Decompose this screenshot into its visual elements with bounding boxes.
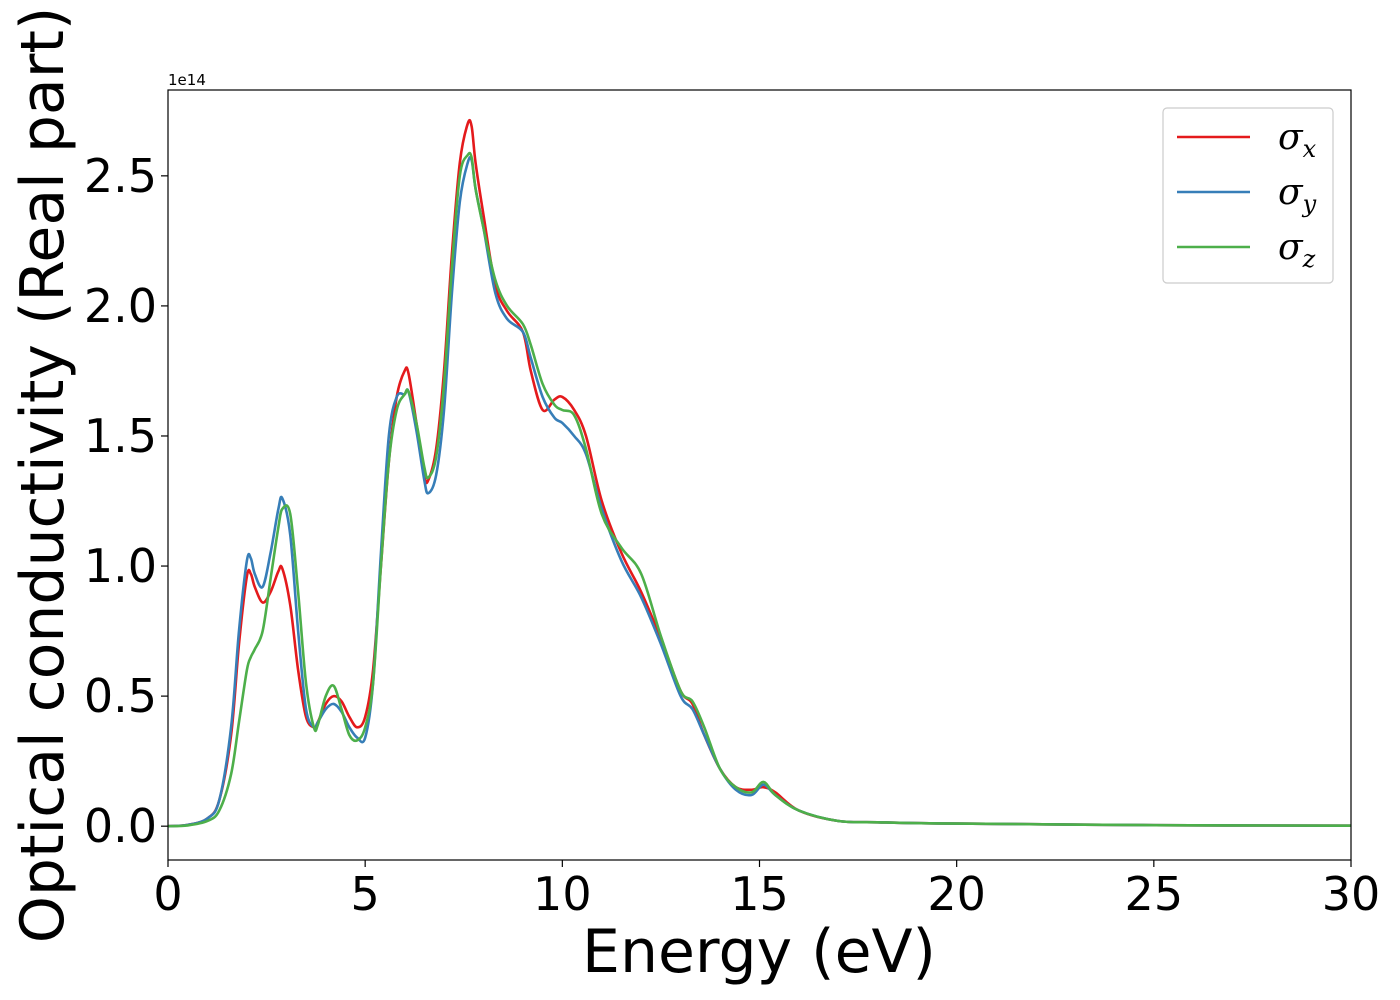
y-tick-label: 1.0 [84,539,157,593]
x-tick-label: 10 [533,867,592,921]
y-tick-label: 1.5 [84,409,157,463]
y-tick-label: 0.5 [84,669,157,723]
x-axis-label: Energy (eV) [582,917,936,987]
x-tick-label: 25 [1125,867,1184,921]
y-axis: 0.0 0.5 1.0 1.5 2.0 2.5 [84,149,168,853]
y-tick-label: 2.0 [84,279,157,333]
y-tick-label: 0.0 [84,799,157,853]
legend-frame [1162,107,1334,284]
y-tick-label: 2.5 [84,149,157,203]
x-tick-label: 0 [153,867,182,921]
plot-series [167,118,1352,828]
series-line-sigma-z [167,151,1352,828]
x-tick-label: 5 [351,867,380,921]
y-offset-text: 1e14 [168,71,206,89]
x-tick-label: 20 [927,867,986,921]
x-axis: 0 5 10 15 20 25 30 [153,860,1380,921]
x-tick-label: 30 [1322,867,1381,921]
x-tick-label: 15 [730,867,789,921]
y-axis-label: Optical conductivity (Real part) [8,7,78,944]
